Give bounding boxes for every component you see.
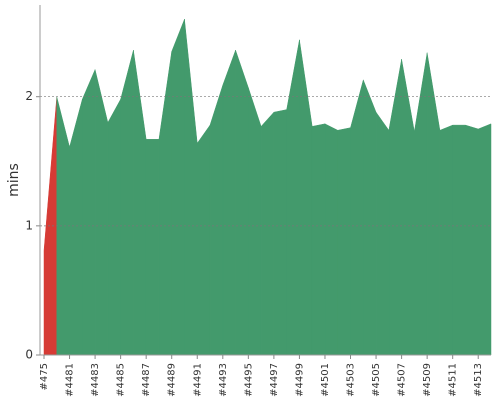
area-segment <box>273 109 287 356</box>
area-segment <box>477 123 492 356</box>
x-tick-label: #4501 <box>320 363 331 397</box>
area-segment <box>426 52 441 356</box>
area-segment <box>337 127 351 356</box>
x-tick-label: #4481 <box>65 363 76 397</box>
area-segment <box>235 50 249 356</box>
x-tick-label: #4489 <box>167 363 178 397</box>
x-tick-label: #4493 <box>218 363 229 397</box>
x-tick-label: #4513 <box>473 363 484 397</box>
x-tick-label: #4491 <box>192 363 203 397</box>
area-segment <box>414 52 428 356</box>
x-tick-label: #4507 <box>397 363 408 397</box>
y-tick-label: 2 <box>25 89 33 103</box>
area-segment <box>375 111 390 356</box>
area-segment <box>401 59 415 356</box>
area-segment <box>324 123 338 356</box>
area-segment <box>363 79 377 356</box>
area-segment <box>107 99 121 356</box>
area-segment <box>465 124 479 356</box>
area-segment <box>299 39 313 356</box>
area-segment <box>184 19 198 356</box>
area-segment <box>133 50 147 356</box>
area-segment <box>69 99 83 356</box>
x-tick-label: #4511 <box>448 363 459 397</box>
x-tick-label: #4483 <box>90 363 101 397</box>
x-tick-label: #4487 <box>141 363 152 397</box>
x-tick-label: #4497 <box>269 363 280 397</box>
area-segment <box>197 124 211 356</box>
area-segment <box>56 96 70 356</box>
area-segment <box>145 139 160 356</box>
y-axis-label: mins <box>6 163 22 197</box>
x-tick-label: #4509 <box>422 363 433 397</box>
y-tick-label: 0 <box>25 348 33 362</box>
area-segment <box>311 123 326 356</box>
area-segment <box>388 59 402 356</box>
area-segment <box>120 50 134 356</box>
x-tick-label: #4503 <box>346 363 357 397</box>
x-tick-label: #475 <box>39 363 50 390</box>
area-segment <box>286 39 300 356</box>
x-tick-label: #4485 <box>116 363 127 397</box>
x-tick-label: #4495 <box>243 363 254 397</box>
area-segment <box>452 124 466 356</box>
area-segment <box>222 50 236 356</box>
y-tick-label: 1 <box>25 218 33 232</box>
area-segment <box>171 19 185 356</box>
x-tick-label: #4499 <box>294 363 305 397</box>
area-segment <box>260 111 275 356</box>
area-segment <box>350 79 364 356</box>
x-tick-label: #4505 <box>371 363 382 397</box>
area-segment <box>439 124 453 356</box>
area-segment <box>94 69 109 356</box>
area-segment <box>82 69 96 356</box>
area-segment <box>209 84 224 356</box>
area-segment <box>248 87 262 356</box>
